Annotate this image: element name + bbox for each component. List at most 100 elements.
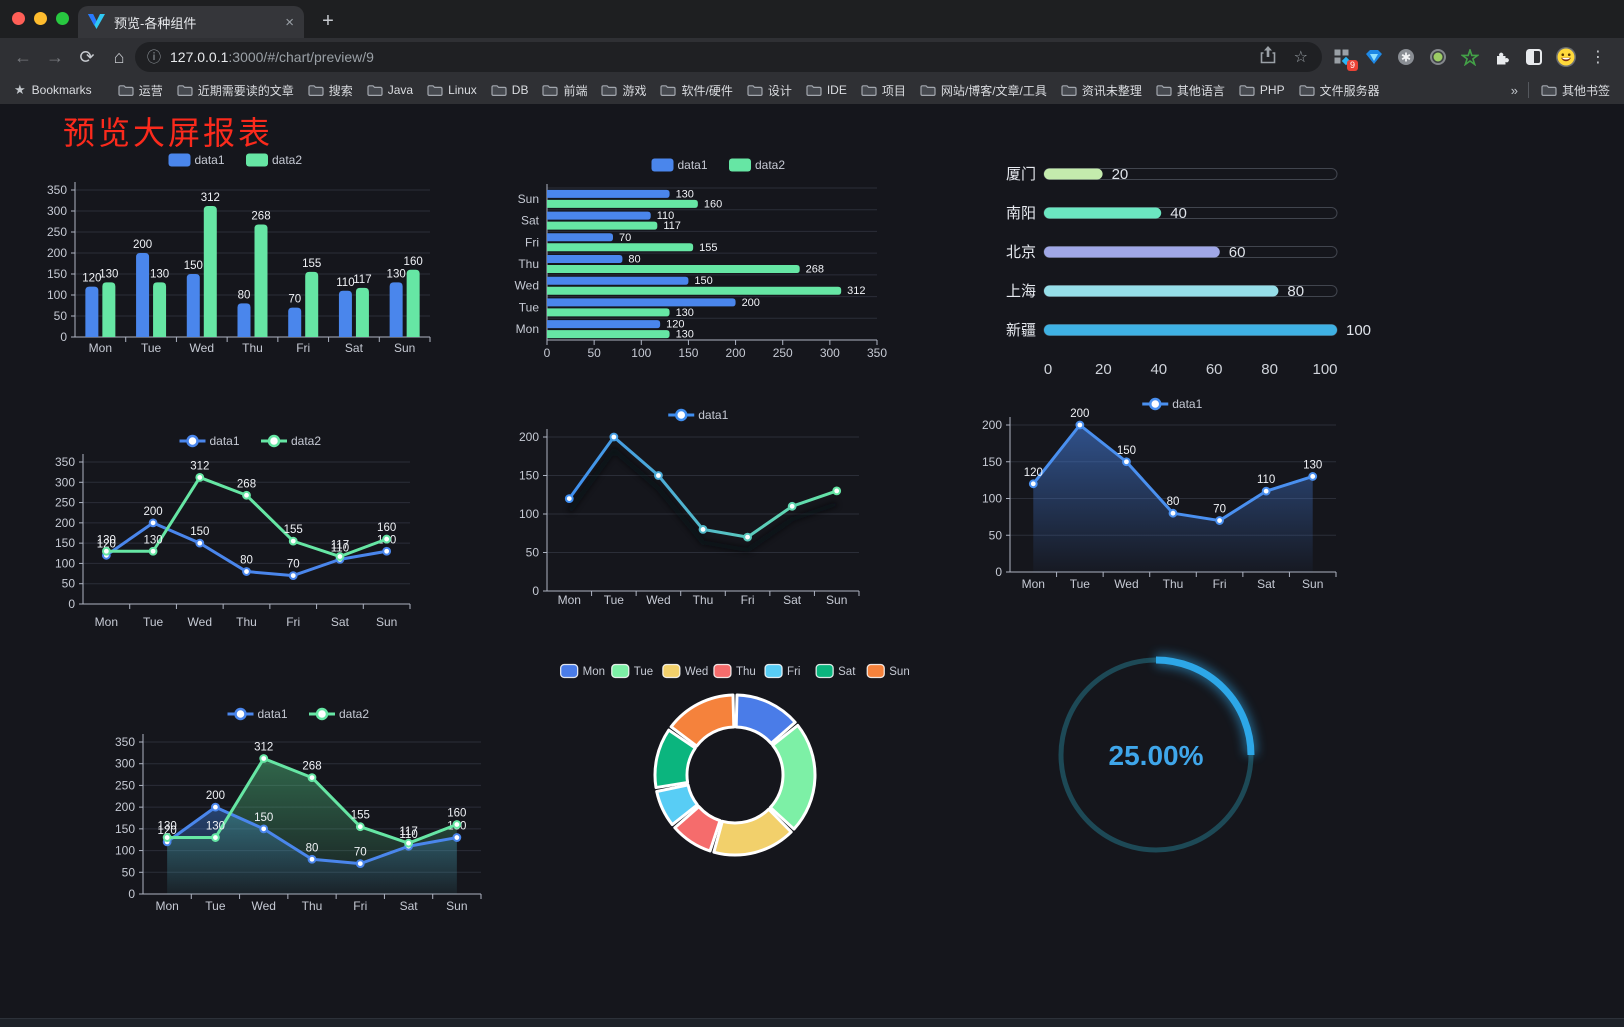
bookmark-folder[interactable]: 资讯未整理 [1061, 82, 1142, 99]
site-info-icon[interactable]: ⓘ [147, 49, 161, 65]
bar-chart[interactable]: data1 data2 0 50 100 150 200 250 300 350 Mon Tue Wed… [25, 146, 445, 386]
svg-text:250: 250 [773, 346, 793, 360]
bookmark-folder[interactable]: Linux [427, 83, 477, 97]
ext-record-circle-icon[interactable] [1428, 47, 1448, 67]
bookmark-folder[interactable]: PHP [1239, 83, 1285, 97]
svg-text:Thu: Thu [242, 341, 263, 355]
tab-close-icon[interactable]: × [285, 13, 294, 31]
tab-title: 预览-各种组件 [114, 15, 197, 31]
bookmarks-star-icon[interactable]: ★ [14, 82, 26, 97]
url-text[interactable]: 127.0.0.1:3000/#/chart/preview/9 [170, 49, 374, 65]
ext-vue-devtools-icon[interactable] [1364, 47, 1384, 67]
svg-text:100: 100 [631, 346, 651, 360]
svg-text:120: 120 [158, 825, 177, 837]
horizontal-bar-chart[interactable]: data1 data2 0 50 100 150 200 250 300 350 Sun 130 160… [505, 148, 895, 383]
line-chart-gradient[interactable]: data1 0 50 100 150 200 Mon Tue Wed Thu Fri Sat Sun [505, 404, 895, 612]
bookmark-folder[interactable]: 搜索 [308, 82, 353, 99]
gauge-chart[interactable]: 25.00% [1040, 644, 1280, 879]
svg-text:155: 155 [284, 524, 303, 536]
forward-icon[interactable]: → [46, 46, 64, 67]
ext-blocks-icon[interactable]: 9 [1332, 47, 1358, 71]
home-icon[interactable]: ⌂ [113, 46, 125, 67]
progress-bar-chart[interactable]: 厦门 20 南阳 40 北京 60 上海 80 新疆 100 0 20 40 60 80 100 [960, 156, 1390, 396]
ext-green-star-icon[interactable] [1460, 47, 1480, 67]
new-tab-button[interactable]: + [322, 9, 334, 32]
svg-text:Tue: Tue [205, 899, 226, 913]
bookmark-folder[interactable]: IDE [806, 83, 847, 97]
svg-text:200: 200 [47, 246, 67, 260]
bookmark-folder[interactable]: 运营 [118, 82, 163, 99]
svg-text:300: 300 [47, 204, 67, 218]
donut-pie-chart[interactable]: Mon Tue Wed Thu Fri Sat Sun [535, 644, 935, 879]
svg-text:data2: data2 [755, 158, 785, 172]
bookmarks-overflow-icon[interactable]: » [1510, 82, 1518, 98]
svg-text:Sun: Sun [1302, 577, 1323, 591]
extensions-row: 9 [1332, 38, 1608, 76]
svg-text:Thu: Thu [236, 615, 257, 629]
svg-text:data2: data2 [339, 707, 369, 721]
browser-tab[interactable]: 预览-各种组件 × [78, 6, 304, 38]
svg-text:厦门: 厦门 [1006, 166, 1036, 183]
svg-text:Sat: Sat [331, 615, 350, 629]
bookmark-folder[interactable]: 游戏 [601, 82, 646, 99]
bookmark-folder[interactable]: 项目 [861, 82, 906, 99]
bookmarks-label[interactable]: Bookmarks [31, 83, 92, 97]
address-bar[interactable]: ⓘ 127.0.0.1:3000/#/chart/preview/9 ☆ [135, 42, 1322, 72]
svg-text:110: 110 [331, 542, 349, 554]
svg-text:200: 200 [742, 297, 760, 309]
extensions-puzzle-icon[interactable] [1492, 47, 1512, 67]
back-icon[interactable]: ← [14, 46, 32, 67]
svg-text:50: 50 [526, 546, 540, 560]
svg-text:南阳: 南阳 [1006, 205, 1036, 222]
bookmark-star-icon[interactable]: ☆ [1293, 49, 1308, 66]
area-chart-single[interactable]: data1 0 50 100 150 200 Mon Tue Wed Thu Fri Sat Sun 12… [970, 394, 1390, 596]
svg-text:150: 150 [519, 469, 539, 483]
svg-text:北京: 北京 [1006, 244, 1036, 261]
profile-avatar[interactable] [1556, 47, 1576, 67]
svg-text:70: 70 [288, 294, 301, 306]
svg-text:20: 20 [1095, 361, 1112, 378]
svg-text:130: 130 [676, 188, 694, 200]
other-bookmarks-folder[interactable]: 其他书签 [1541, 82, 1610, 99]
ext-gray-circle-icon[interactable] [1396, 47, 1416, 67]
svg-text:40: 40 [1150, 361, 1167, 378]
bookmark-folder[interactable]: 其他语言 [1156, 82, 1225, 99]
svg-text:0: 0 [544, 346, 551, 360]
share-icon[interactable] [1260, 45, 1276, 69]
svg-text:Wed: Wed [646, 593, 670, 607]
bookmark-folder[interactable]: Java [367, 83, 413, 97]
zoom-window-button[interactable] [56, 12, 69, 25]
svg-text:312: 312 [190, 460, 209, 472]
svg-text:80: 80 [240, 555, 253, 567]
svg-text:130: 130 [99, 268, 118, 280]
svg-text:130: 130 [97, 534, 116, 546]
bookmark-folder[interactable]: 网站/博客/文章/工具 [920, 82, 1047, 99]
bookmark-folder[interactable]: 近期需要读的文章 [177, 82, 294, 99]
close-window-button[interactable] [12, 12, 25, 25]
reload-icon[interactable]: ⟳ [79, 46, 95, 67]
bookmark-folder[interactable]: DB [491, 83, 528, 97]
window-bottom-edge [0, 1018, 1624, 1027]
line-chart-dual[interactable]: data1 data2 0 50 100 150 200 250 300 350 Mon Tue Wed… [40, 429, 435, 641]
svg-text:312: 312 [847, 285, 865, 297]
svg-text:100: 100 [47, 288, 67, 302]
svg-text:155: 155 [699, 242, 717, 254]
svg-text:100: 100 [519, 507, 539, 521]
ext-darkmode-icon[interactable] [1524, 47, 1544, 67]
menu-kebab-icon[interactable]: ⋮ [1590, 49, 1606, 66]
svg-text:Thu: Thu [518, 257, 539, 271]
svg-text:250: 250 [47, 225, 67, 239]
svg-text:130: 130 [206, 821, 225, 833]
svg-text:Fri: Fri [353, 899, 367, 913]
area-chart-dual[interactable]: data1 data2 0 50 100 150 200 250 300 350 Mon Tue Wed… [100, 684, 495, 924]
svg-text:新疆: 新疆 [1006, 322, 1036, 339]
minimize-window-button[interactable] [34, 12, 47, 25]
bookmark-folder[interactable]: 前端 [542, 82, 587, 99]
svg-text:Sat: Sat [1257, 577, 1276, 591]
bookmark-folder[interactable]: 文件服务器 [1299, 82, 1380, 99]
bookmark-folder[interactable]: 设计 [747, 82, 792, 99]
svg-text:117: 117 [663, 220, 681, 232]
bookmark-folder[interactable]: 软件/硬件 [660, 82, 733, 99]
svg-text:120: 120 [1024, 467, 1043, 479]
